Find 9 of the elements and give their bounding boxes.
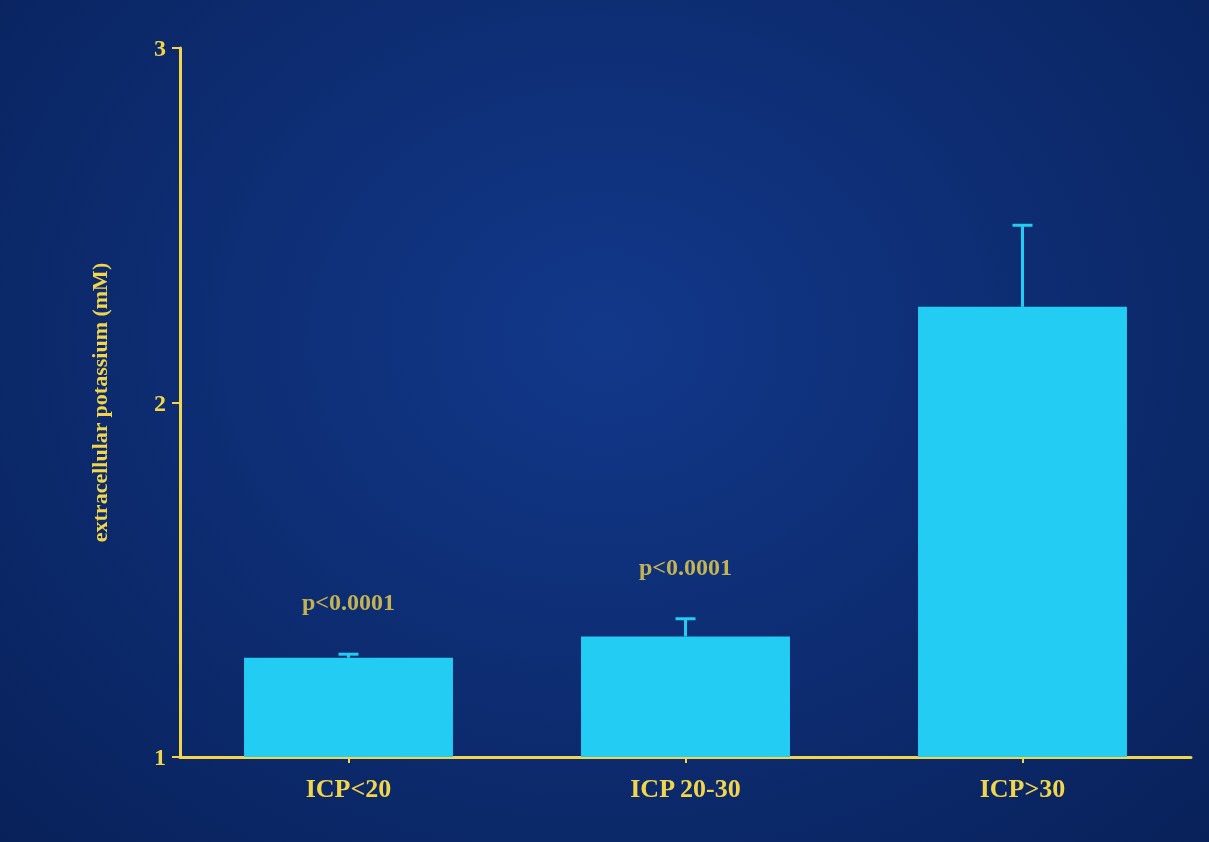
x-tick-label: ICP>30 bbox=[979, 773, 1066, 803]
x-tick-label: ICP<20 bbox=[305, 773, 392, 803]
annotation: p<0.0001 bbox=[638, 553, 733, 580]
y-tick-label: 3 bbox=[154, 35, 166, 61]
y-tick-label: 1 bbox=[154, 744, 166, 770]
x-tick-label: ICP 20-30 bbox=[630, 773, 741, 803]
annotation: p<0.0001 bbox=[301, 589, 396, 616]
y-tick-label: 2 bbox=[154, 389, 166, 416]
y-axis-title: extracellular potassium (mM) bbox=[86, 262, 112, 543]
